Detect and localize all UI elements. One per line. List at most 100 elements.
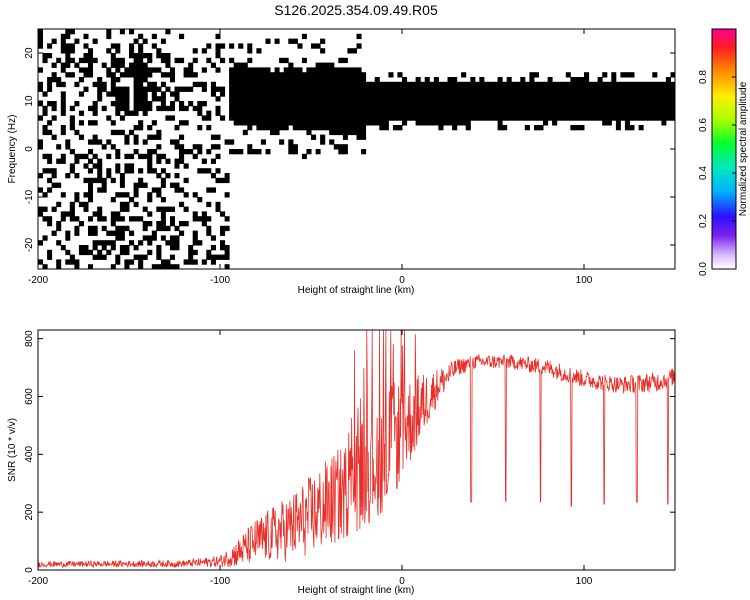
- spectrogram-cell: [388, 91, 394, 97]
- spectrogram-cell: [429, 81, 435, 88]
- spectrogram-cell: [224, 254, 230, 260]
- spectrogram-cell: [593, 105, 599, 112]
- spectrogram-cell: [124, 206, 130, 212]
- spectrogram-cell: [151, 187, 157, 193]
- spectrogram-cell: [620, 96, 626, 102]
- spectrogram-cell: [88, 57, 93, 64]
- spectrogram-cell: [656, 91, 662, 97]
- spectrogram-cell: [129, 216, 135, 222]
- spectrogram-cell: [138, 86, 144, 92]
- spectrogram-cell: [242, 81, 248, 88]
- spectrogram-cell: [147, 249, 153, 256]
- spectrogram-cell: [538, 105, 544, 112]
- spectrogram-cell: [433, 96, 439, 102]
- spectrogram-cell: [160, 221, 166, 227]
- spectrogram-cell: [119, 182, 125, 188]
- spectrogram-cell: [570, 96, 576, 102]
- spectrogram-cell: [270, 115, 276, 121]
- spectrogram-cell: [538, 125, 544, 131]
- spectrogram-cell: [197, 110, 203, 116]
- spectrogram-cell: [565, 110, 571, 116]
- spectrogram-cell: [652, 86, 658, 92]
- spectrogram-cell: [315, 96, 321, 102]
- spectrogram-cell: [210, 235, 216, 241]
- spectrogram-cell: [506, 91, 512, 97]
- spectrogram-cell: [433, 86, 439, 92]
- spectrogram-cell: [320, 101, 326, 107]
- spectrogram-cell: [488, 101, 494, 107]
- spectrogram-cell: [456, 120, 462, 126]
- spectrogram-cell: [288, 91, 294, 97]
- spectrogram-cell: [38, 139, 43, 145]
- spectrogram-cell: [124, 264, 130, 269]
- spectrogram-cell: [529, 77, 535, 83]
- spectrogram-cell: [174, 235, 180, 241]
- spectrogram-cell: [238, 72, 244, 78]
- spectrogram-cell: [602, 81, 608, 88]
- spectrogram-cell: [183, 221, 189, 227]
- spectrogram-cell: [388, 86, 394, 92]
- spectrogram-cell: [97, 177, 103, 184]
- spectrogram-cell: [470, 77, 476, 83]
- spectrogram-cell: [242, 120, 248, 126]
- spectrogram-cell: [356, 129, 362, 136]
- spectrogram-cell: [51, 72, 57, 78]
- spectrogram-cell: [38, 115, 43, 121]
- spectrogram-cell: [315, 125, 321, 131]
- spectrogram-cell: [170, 240, 175, 246]
- spectrogram-cell: [524, 105, 530, 112]
- spectrogram-cell: [506, 110, 512, 116]
- spectrogram-cell: [351, 129, 357, 136]
- spectrogram-cell: [83, 201, 89, 208]
- spectrogram-cell: [534, 101, 539, 107]
- spectrogram-cell: [574, 110, 580, 116]
- spectrogram-cell: [629, 115, 635, 121]
- spectrogram-cell: [315, 91, 321, 97]
- spectrogram-cell: [497, 81, 503, 88]
- spectrogram-cell: [101, 216, 107, 222]
- spectrogram-cell: [515, 96, 521, 102]
- spectrogram-cell: [474, 86, 480, 92]
- spectrogram-cell: [129, 67, 135, 73]
- spectrogram-cell: [338, 67, 344, 73]
- spectrogram-cell: [51, 182, 57, 188]
- spectrogram-cell: [124, 91, 130, 97]
- spectrogram-cell: [301, 110, 307, 116]
- spectrogram-cell: [342, 81, 348, 88]
- spectrogram-cell: [142, 139, 148, 145]
- spectrogram-cell: [88, 264, 93, 269]
- spectrogram-cell: [224, 177, 230, 184]
- spectrogram-cell: [288, 139, 294, 145]
- spectrogram-cell: [311, 125, 317, 131]
- spectrogram-cell: [606, 81, 612, 88]
- spectrogram-cell: [274, 120, 280, 126]
- spectrogram-cell: [106, 33, 112, 40]
- spectrogram-cell: [110, 101, 116, 107]
- spectrogram-cell: [311, 105, 317, 112]
- spectrogram-cell: [320, 96, 326, 102]
- spectrogram-cell: [183, 163, 189, 169]
- spectrogram-cell: [174, 245, 180, 251]
- spectrogram-cell: [206, 110, 212, 116]
- spectrogram-cell: [233, 120, 239, 126]
- spectrogram-cell: [574, 86, 580, 92]
- spectrogram-cell: [51, 134, 57, 140]
- spectrogram-cell: [297, 91, 303, 97]
- spectrogram-cell: [51, 62, 57, 68]
- spectrogram-cell: [606, 105, 612, 112]
- x-tick-label: -100: [210, 275, 230, 286]
- spectrogram-cell: [38, 81, 43, 88]
- spectrogram-cell: [356, 120, 362, 126]
- spectrogram-cell: [333, 120, 339, 126]
- spectrogram-cell: [570, 125, 576, 131]
- spectrogram-cell: [288, 86, 294, 92]
- spectrogram-cell: [324, 77, 330, 83]
- spectrogram-cell: [192, 240, 198, 246]
- spectrogram-cell: [433, 120, 439, 126]
- x-tick-label: 0: [399, 275, 405, 286]
- spectrogram-cell: [119, 173, 125, 179]
- spectrogram-cell: [283, 86, 289, 92]
- spectrogram-cell: [361, 77, 367, 83]
- spectrogram-cell: [534, 72, 539, 78]
